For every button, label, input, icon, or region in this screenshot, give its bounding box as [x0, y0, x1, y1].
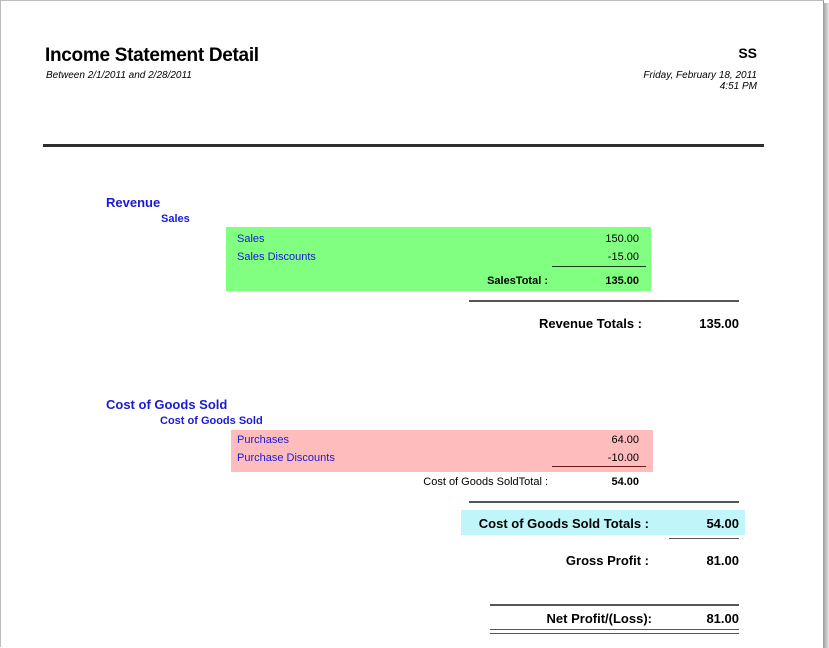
- gross-profit-amount: 81.00: [706, 553, 739, 568]
- revenue-heading: Revenue: [106, 195, 161, 210]
- header-divider: [43, 144, 764, 147]
- net-profit-top-rule: [490, 604, 739, 606]
- account-amount: 64.00: [611, 434, 639, 446]
- totals-rule: [469, 300, 739, 302]
- totals-rule: [469, 501, 739, 503]
- net-profit-double-rule: [490, 629, 739, 630]
- cogs-totals-amount: 54.00: [706, 516, 739, 531]
- account-amount: -15.00: [607, 251, 639, 263]
- group-total-amount: 54.00: [611, 476, 639, 488]
- company-name: SS: [738, 45, 757, 61]
- net-profit-label: Net Profit/(Loss):: [546, 611, 652, 626]
- cogs-totals-label: Cost of Goods Sold Totals :: [478, 516, 649, 531]
- report-period: Between 2/1/2011 and 2/28/2011: [46, 70, 192, 81]
- net-profit-amount: 81.00: [706, 611, 739, 626]
- account-name: Sales: [237, 233, 265, 245]
- subtotal-rule: [552, 466, 646, 467]
- group-total-amount: 135.00: [605, 275, 639, 287]
- revenue-detail-box: [226, 227, 651, 291]
- group-total-label: SalesTotal :: [487, 275, 548, 287]
- cogs-detail-box: [231, 430, 653, 472]
- report-date: Friday, February 18, 2011: [643, 70, 757, 81]
- subtotal-rule: [552, 266, 646, 267]
- revenue-group-heading: Sales: [161, 213, 190, 225]
- totals-underline: [669, 538, 739, 539]
- gross-profit-label: Gross Profit :: [565, 553, 649, 568]
- cogs-heading: Cost of Goods Sold: [106, 397, 228, 412]
- group-total-label: Cost of Goods SoldTotal :: [423, 476, 548, 488]
- page-shadow: [823, 3, 829, 648]
- report-title: Income Statement Detail: [45, 45, 259, 66]
- cogs-totals-highlight: [461, 510, 745, 535]
- cogs-group-heading: Cost of Goods Sold: [160, 415, 263, 427]
- net-profit-double-rule: [490, 633, 739, 634]
- account-name: Purchase Discounts: [237, 452, 335, 464]
- account-amount: 150.00: [605, 233, 639, 245]
- report-time: 4:51 PM: [719, 81, 757, 92]
- account-name: Sales Discounts: [237, 251, 316, 263]
- account-name: Purchases: [237, 434, 289, 446]
- revenue-totals-label: Revenue Totals :: [538, 316, 642, 331]
- account-amount: -10.00: [607, 452, 639, 464]
- revenue-totals-amount: 135.00: [699, 316, 739, 331]
